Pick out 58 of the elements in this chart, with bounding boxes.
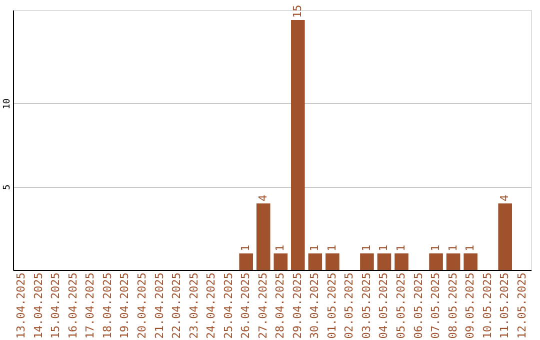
x-tick-label: 16.04.2025 xyxy=(66,272,80,339)
x-tick-label: 18.04.2025 xyxy=(100,272,114,339)
x-tick-label: 27.04.2025 xyxy=(256,272,270,339)
x-tick-label: 22.04.2025 xyxy=(170,272,184,339)
bar xyxy=(360,253,374,270)
data-label: 1 xyxy=(377,244,390,252)
bar xyxy=(394,253,408,270)
x-tick-label: 05.05.2025 xyxy=(394,272,408,339)
x-tick-label: 20.04.2025 xyxy=(136,272,148,339)
x-tick-label: 26.04.2025 xyxy=(239,272,252,339)
x-tick-label: 12.05.2025 xyxy=(515,272,528,339)
x-tick-label: 03.05.2025 xyxy=(360,272,373,339)
x-tick-label: 23.04.2025 xyxy=(187,272,200,339)
bar xyxy=(498,203,512,270)
x-tick-label: 07.05.2025 xyxy=(429,272,442,339)
x-tick-label: 21.04.2025 xyxy=(152,272,166,339)
data-label: 1 xyxy=(308,244,322,252)
bar xyxy=(429,253,443,270)
data-label: 1 xyxy=(325,244,338,252)
data-label: 4 xyxy=(498,194,512,202)
x-tick-label: 14.04.2025 xyxy=(32,272,45,339)
x-tick-label: 30.04.2025 xyxy=(308,272,322,339)
x-tick-label: 15.04.2025 xyxy=(49,272,62,339)
bar xyxy=(446,253,460,270)
data-label: 1 xyxy=(446,244,460,252)
x-tick-label: 17.04.2025 xyxy=(84,272,97,339)
bar xyxy=(377,253,392,270)
x-tick-label: 29.04.2025 xyxy=(290,272,304,339)
y-tick-label: 10 xyxy=(2,98,12,110)
x-tick-label: 02.05.2025 xyxy=(342,272,356,339)
x-tick-label: 06.05.2025 xyxy=(412,272,425,339)
x-tick-label: 01.05.2025 xyxy=(325,272,338,339)
bar xyxy=(256,203,270,270)
bar xyxy=(290,20,305,270)
data-label: 1 xyxy=(394,244,408,252)
x-tick-label: 28.04.2025 xyxy=(274,272,287,339)
x-tick-label: 04.05.2025 xyxy=(377,272,390,339)
data-label: 15 xyxy=(290,4,304,18)
x-tick-label: 24.04.2025 xyxy=(204,272,218,339)
bar xyxy=(308,253,322,270)
data-label: 1 xyxy=(274,244,287,252)
x-tick-label: 11.05.2025 xyxy=(498,272,512,339)
bar xyxy=(239,253,254,270)
x-tick-label: 09.05.2025 xyxy=(464,272,477,339)
y-tick-label: 5 xyxy=(2,184,12,190)
x-tick-label: 08.05.2025 xyxy=(446,272,460,339)
x-tick-label: 10.05.2025 xyxy=(480,272,494,339)
bar xyxy=(326,253,340,270)
data-label: 1 xyxy=(464,244,477,252)
x-tick-label: 19.04.2025 xyxy=(118,272,132,339)
data-label: 1 xyxy=(429,244,442,252)
data-label: 1 xyxy=(239,244,252,252)
bar xyxy=(274,253,288,270)
data-label: 1 xyxy=(360,244,373,252)
data-label: 4 xyxy=(256,194,270,202)
bar xyxy=(464,253,478,270)
x-tick-label: 13.04.2025 xyxy=(14,272,28,339)
x-tick-label: 25.04.2025 xyxy=(222,272,235,339)
